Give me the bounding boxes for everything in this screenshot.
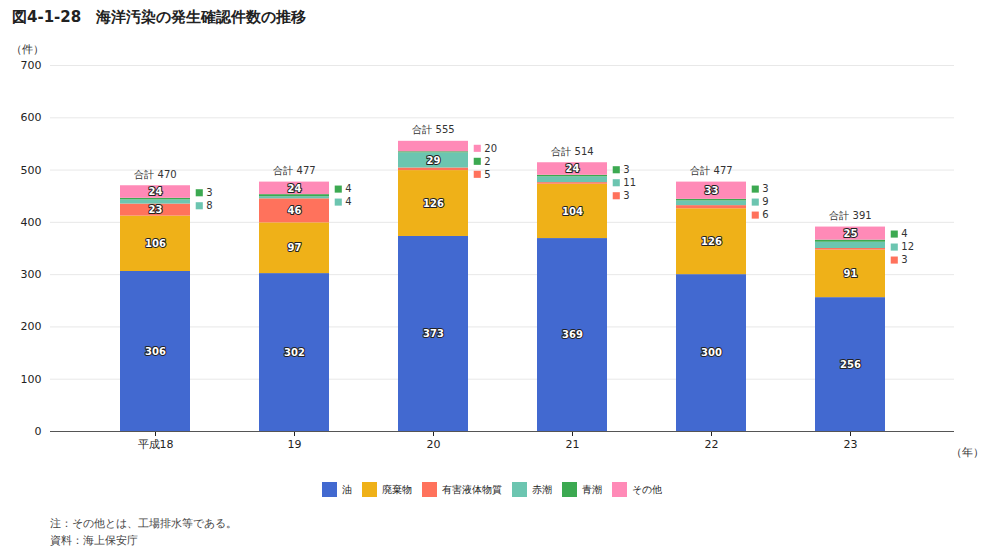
svg-text:126: 126 xyxy=(701,236,722,247)
svg-text:600: 600 xyxy=(21,111,42,124)
svg-text:126: 126 xyxy=(423,198,444,209)
svg-text:3: 3 xyxy=(623,190,629,201)
html-text:廃棄物: 廃棄物 xyxy=(382,482,412,496)
svg-text:29: 29 xyxy=(427,155,441,166)
html-text:資料：海上保安庁: 資料：海上保安庁 xyxy=(50,534,138,547)
svg-text:6: 6 xyxy=(762,209,768,220)
svg-text:12: 12 xyxy=(901,241,914,252)
svg-text:24: 24 xyxy=(288,183,302,194)
svg-text:23: 23 xyxy=(844,438,858,451)
svg-text:24: 24 xyxy=(566,163,580,174)
svg-text:合計 514: 合計 514 xyxy=(551,146,593,157)
svg-text:256: 256 xyxy=(840,359,861,370)
svg-text:20: 20 xyxy=(484,143,497,154)
html-text:油: 油 xyxy=(342,482,352,496)
svg-text:3: 3 xyxy=(623,164,629,175)
svg-text:3: 3 xyxy=(901,254,907,265)
svg-text:97: 97 xyxy=(288,242,302,253)
svg-text:4: 4 xyxy=(345,183,351,194)
svg-text:11: 11 xyxy=(623,177,636,188)
svg-text:4: 4 xyxy=(345,196,351,207)
svg-text:21: 21 xyxy=(566,438,580,451)
html-text:注：その他とは、工場排水等である。: 注：その他とは、工場排水等である。 xyxy=(50,517,237,530)
svg-text:23: 23 xyxy=(149,204,163,215)
svg-text:合計 477: 合計 477 xyxy=(690,165,732,176)
svg-text:平成18: 平成18 xyxy=(138,438,174,451)
svg-text:19: 19 xyxy=(288,438,302,451)
svg-text:400: 400 xyxy=(21,216,42,229)
svg-text:106: 106 xyxy=(145,238,166,249)
svg-text:9: 9 xyxy=(762,196,768,207)
svg-text:91: 91 xyxy=(844,268,858,279)
svg-text:369: 369 xyxy=(562,329,583,340)
html-text:図4-1-28 海洋汚染の発生確認件数の推移: 図4-1-28 海洋汚染の発生確認件数の推移 xyxy=(12,8,307,26)
svg-text:700: 700 xyxy=(21,59,42,72)
svg-text:46: 46 xyxy=(288,205,302,216)
html-text:有害液体物質: 有害液体物質 xyxy=(442,482,502,496)
svg-text:合計 470: 合計 470 xyxy=(134,169,176,180)
svg-text:20: 20 xyxy=(427,438,441,451)
svg-text:3: 3 xyxy=(762,183,768,194)
svg-text:4: 4 xyxy=(901,228,907,239)
svg-text:25: 25 xyxy=(844,228,858,239)
svg-text:合計 555: 合計 555 xyxy=(412,124,454,135)
svg-text:306: 306 xyxy=(145,346,166,357)
svg-text:0: 0 xyxy=(35,425,42,438)
svg-text:200: 200 xyxy=(21,320,42,333)
svg-text:合計 477: 合計 477 xyxy=(273,165,315,176)
svg-text:8: 8 xyxy=(206,200,212,211)
svg-text:104: 104 xyxy=(562,206,583,217)
svg-text:33: 33 xyxy=(705,185,719,196)
html-text:赤潮: 赤潮 xyxy=(532,482,552,496)
svg-text:24: 24 xyxy=(149,186,163,197)
svg-text:500: 500 xyxy=(21,164,42,177)
html-text:青潮: 青潮 xyxy=(582,482,602,496)
svg-text:300: 300 xyxy=(701,347,722,358)
svg-text:22: 22 xyxy=(705,438,719,451)
svg-text:5: 5 xyxy=(484,169,490,180)
svg-text:302: 302 xyxy=(284,347,305,358)
svg-text:合計 391: 合計 391 xyxy=(829,210,871,221)
html-text:その他: その他 xyxy=(632,482,662,496)
svg-text:300: 300 xyxy=(21,268,42,281)
svg-text:100: 100 xyxy=(21,373,42,386)
svg-text:373: 373 xyxy=(423,328,444,339)
svg-text:（年）: （年） xyxy=(951,446,984,459)
svg-text:3: 3 xyxy=(206,187,212,198)
svg-text:（件）: （件） xyxy=(11,43,44,56)
svg-text:2: 2 xyxy=(484,156,490,167)
